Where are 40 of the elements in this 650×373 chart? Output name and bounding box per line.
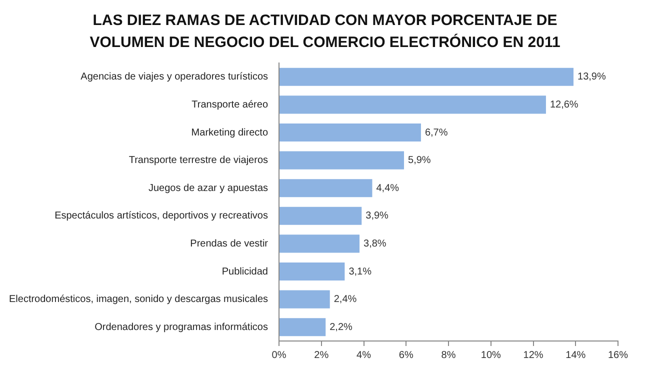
x-tick-label: 14% — [566, 350, 586, 361]
y-tick-label: Juegos de azar y apuestas — [148, 182, 268, 194]
x-tick-label: 16% — [608, 350, 628, 361]
data-label: 3,8% — [364, 238, 386, 250]
data-label: 2,2% — [330, 322, 353, 333]
x-tick-label: 0% — [272, 350, 286, 361]
y-tick-label: Marketing directo — [191, 127, 268, 138]
x-tick-label: 12% — [523, 350, 544, 361]
bar — [280, 151, 404, 170]
y-tick-label: Electrodomésticos, imagen, sonido y descargas musicales — [8, 294, 268, 306]
x-tick-label: 8% — [441, 350, 456, 361]
bar — [280, 262, 345, 281]
x-tick-label: 10% — [480, 350, 501, 361]
data-label: 3,9% — [366, 210, 389, 222]
bar — [280, 179, 372, 198]
x-tick-label: 4% — [356, 350, 372, 361]
y-tick-label: Transporte aéreo — [192, 99, 268, 110]
bar — [280, 206, 362, 225]
y-tick-label: Publicidad — [222, 266, 268, 278]
bar — [280, 68, 574, 86]
chart-title: LAS DIEZ RAMAS DE ACTIVIDAD CON MAYOR PORCENTAJE DE VOLUMEN DE NEGOCIO DEL COMERCIO ELECTRÓNICO EN 2011 — [88, 11, 562, 53]
x-tick-label: 2% — [314, 350, 329, 361]
x-tick-label: 6% — [398, 350, 414, 361]
y-tick-label: Agencias de viajes y operadores turísticos — [80, 72, 268, 83]
data-label: 12,6% — [550, 99, 578, 110]
data-label: 3,1% — [348, 266, 372, 278]
data-label: 4,4% — [376, 182, 400, 194]
data-label: 2,4% — [334, 294, 357, 306]
bar — [280, 123, 421, 142]
data-label: 13,9% — [578, 72, 606, 83]
bar — [280, 96, 546, 114]
data-label: 6,7% — [424, 127, 448, 138]
y-tick-label: Ordenadores y programas informáticos — [94, 322, 268, 333]
bar — [280, 318, 326, 336]
bar — [280, 290, 330, 308]
y-tick-label: Prendas de vestir — [190, 238, 269, 250]
y-tick-label: Transporte terrestre de viajeros — [128, 155, 268, 166]
y-tick-label: Espectáculos artísticos, deportivos y recreativos — [54, 210, 268, 222]
data-label: 5,9% — [408, 155, 431, 166]
bar — [280, 234, 360, 253]
